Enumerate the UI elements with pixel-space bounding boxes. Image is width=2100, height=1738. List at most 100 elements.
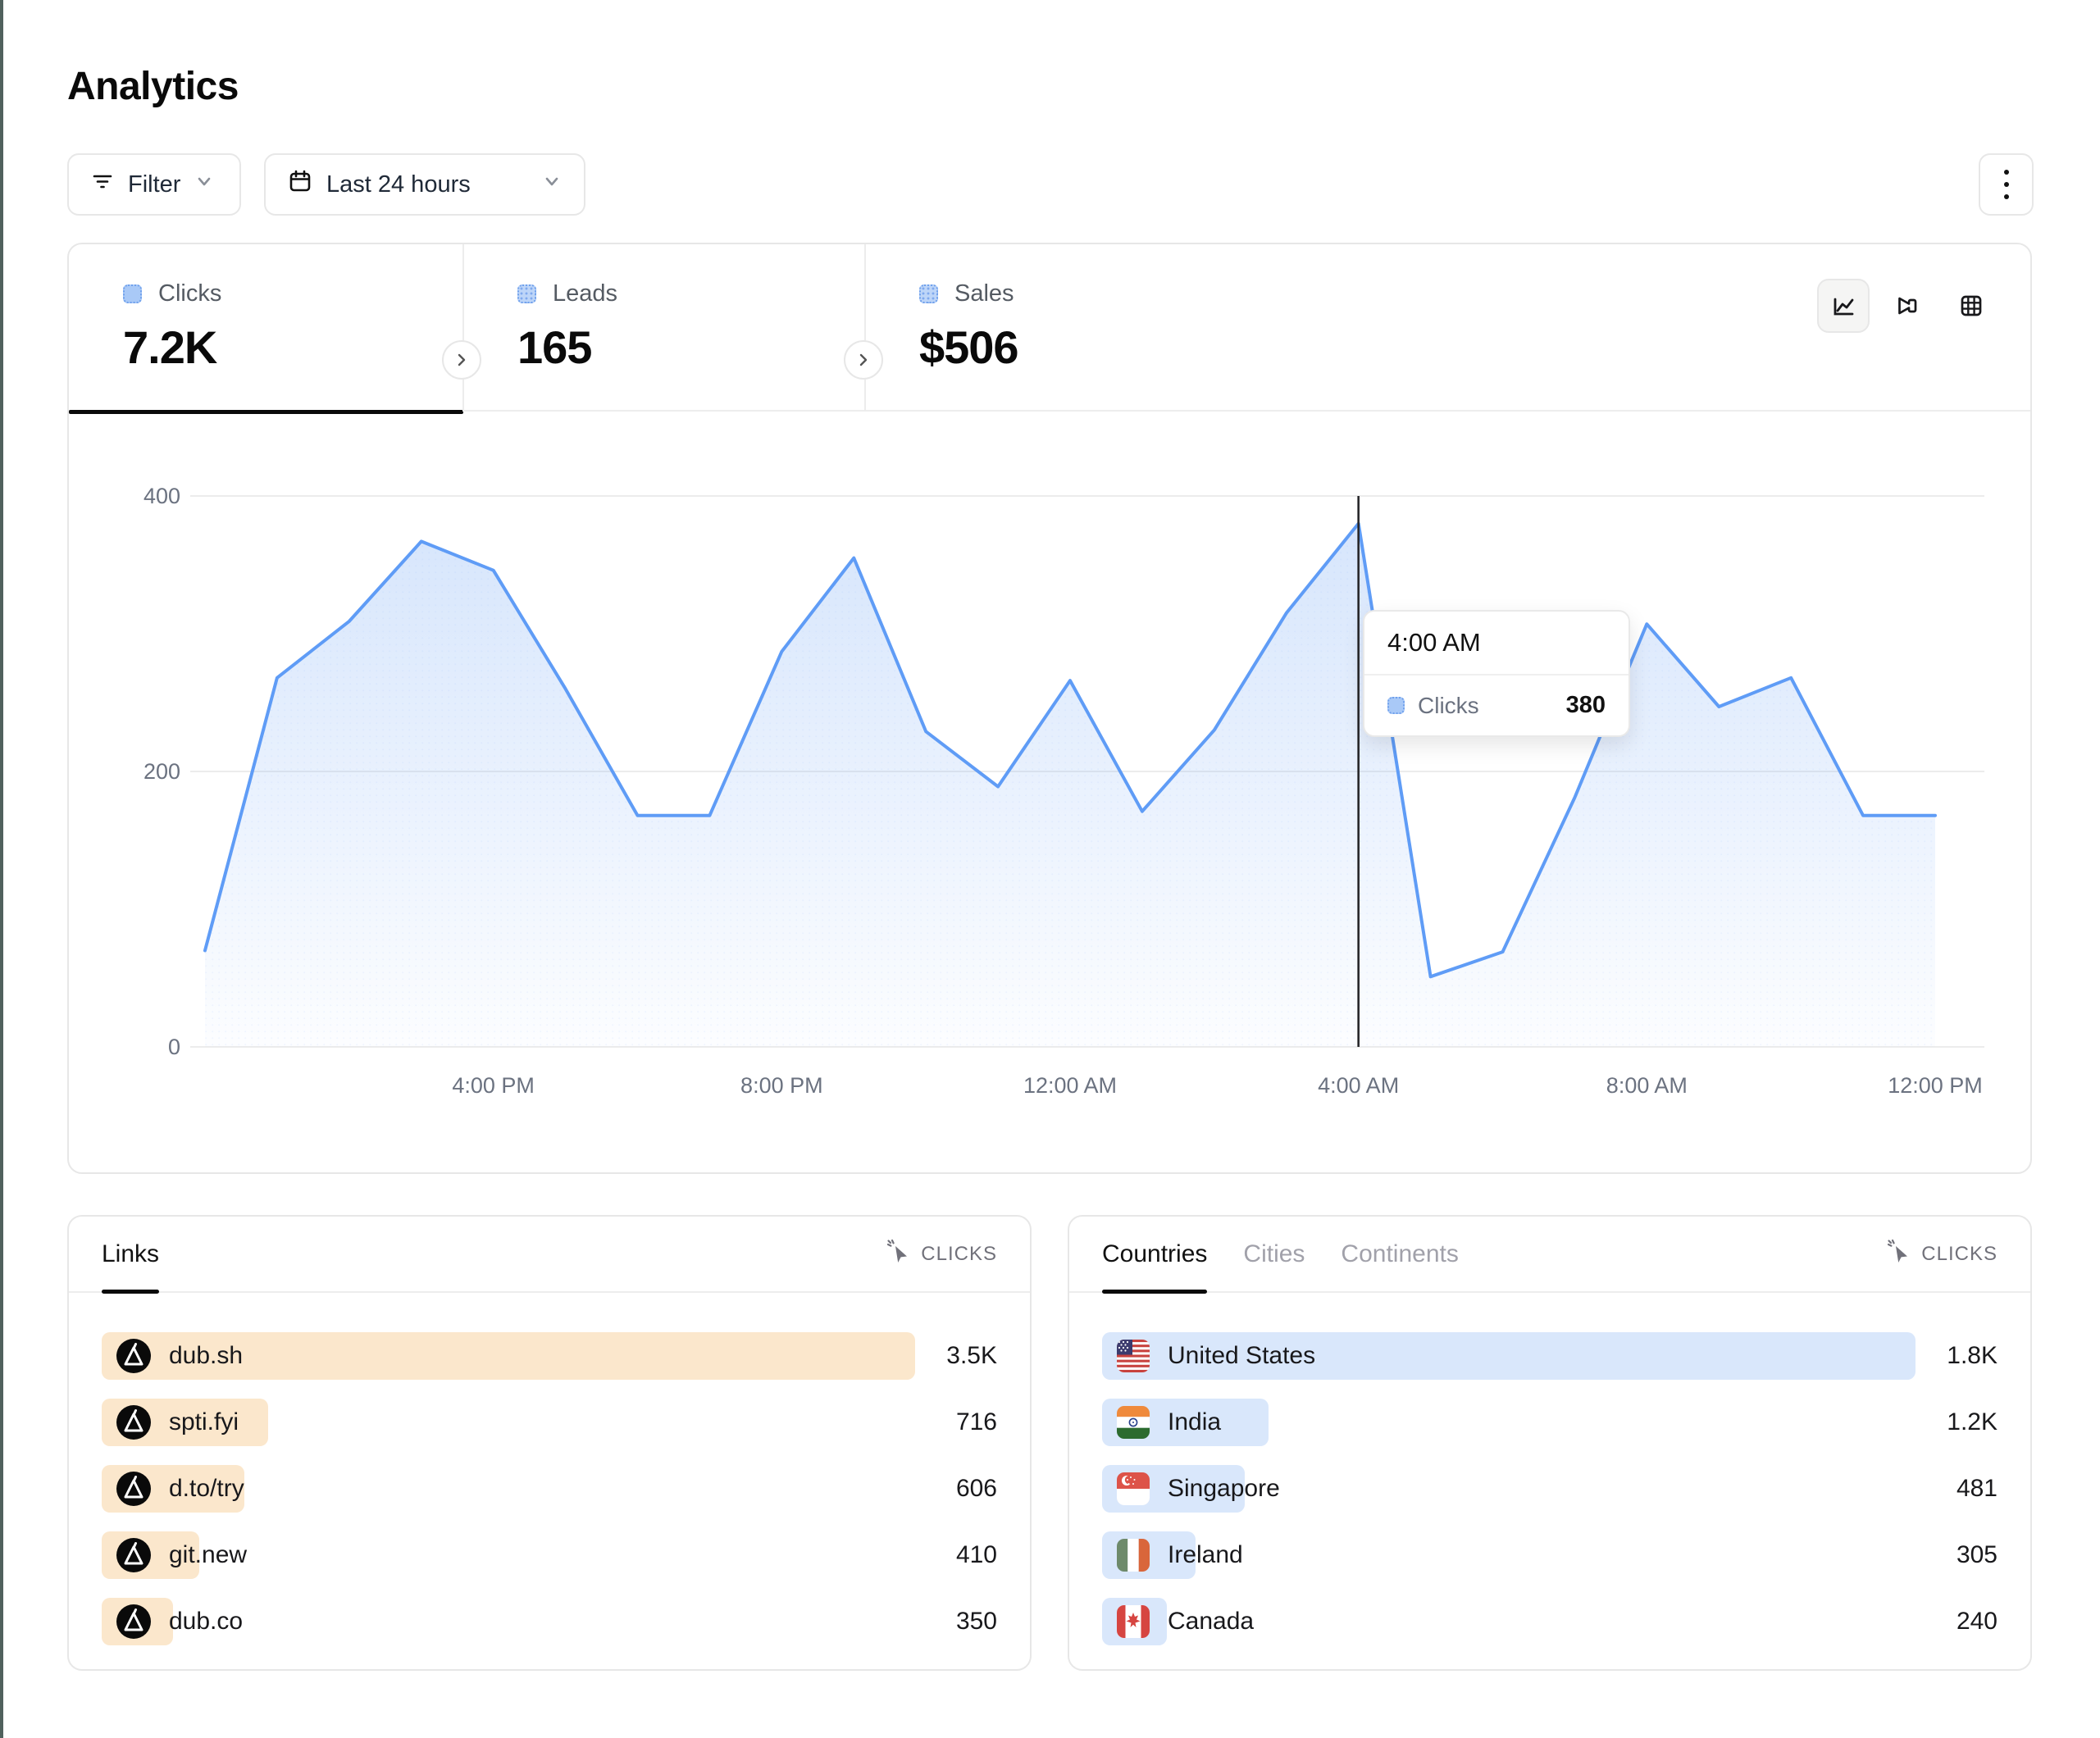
filter-button-label: Filter [128, 171, 181, 198]
table-row[interactable]: Ireland 305 [1102, 1531, 1998, 1579]
click-cursor-icon [1885, 1237, 1913, 1271]
metric-tabs-row: Clicks 7.2K Leads 165 Sales $506 [69, 244, 2030, 414]
filter-button[interactable]: Filter [67, 153, 241, 216]
metric-tab-leads[interactable]: Leads 165 [463, 244, 864, 412]
flag-icon-sg [1117, 1472, 1150, 1505]
tab-links[interactable]: Links [102, 1217, 160, 1294]
row-label: d.to/try [169, 1475, 244, 1502]
date-range-button[interactable]: Last 24 hours [264, 153, 585, 216]
metric-value: $506 [919, 321, 1019, 373]
table-row[interactable]: spti.fyi 716 [102, 1399, 997, 1446]
row-label: git.new [169, 1541, 248, 1568]
y-axis-tick: 0 [168, 1035, 180, 1059]
row-label: dub.sh [169, 1342, 244, 1369]
expand-sales-chevron-button[interactable] [844, 340, 883, 380]
page-title: Analytics [67, 65, 239, 108]
row-label: Ireland [1168, 1541, 1243, 1568]
tooltip-divider [1364, 674, 1629, 676]
clicks-area-chart[interactable]: 0 200 400 4:00 PM 8:00 PM 12:00 AM 4:00 AM 8:00… [67, 480, 2032, 1127]
row-value: 481 [1956, 1475, 1998, 1502]
table-row[interactable]: United States 1.8K [1102, 1332, 1998, 1380]
row-label: Singapore [1168, 1475, 1280, 1502]
row-value: 240 [1956, 1608, 1998, 1635]
flag-icon-us [1117, 1340, 1150, 1372]
table-view-button[interactable] [1945, 279, 1998, 333]
tooltip-time: 4:00 AM [1387, 628, 1481, 657]
table-row[interactable]: dub.sh 3.5K [102, 1332, 997, 1380]
row-value: 350 [955, 1608, 997, 1635]
table-row[interactable]: git.new 410 [102, 1531, 997, 1579]
chart-tooltip: 4:00 AM Clicks 380 [1363, 610, 1630, 737]
row-value: 1.2K [1947, 1408, 1998, 1435]
table-row[interactable]: d.to/try 606 [102, 1465, 997, 1513]
clicks-legend-swatch [123, 284, 142, 303]
link-logo-icon [116, 1405, 151, 1440]
x-axis-tick: 12:00 AM [1023, 1073, 1117, 1098]
flag-icon-in [1117, 1406, 1150, 1439]
countries-metric-column[interactable]: CLICKS [1885, 1237, 1998, 1271]
countries-metric-label: CLICKS [1921, 1242, 1998, 1265]
row-bar [102, 1332, 915, 1380]
row-label: India [1168, 1408, 1222, 1435]
table-row[interactable]: Canada 240 [1102, 1598, 1998, 1645]
link-logo-icon [116, 1604, 151, 1639]
chevron-down-icon [541, 171, 563, 198]
filter-icon [90, 169, 115, 200]
more-options-button[interactable] [1979, 153, 2034, 216]
row-label: spti.fyi [169, 1408, 239, 1435]
link-logo-icon [116, 1538, 151, 1572]
tab-continents[interactable]: Continents [1341, 1240, 1459, 1267]
links-panel-header: Links CLICKS [69, 1217, 1030, 1294]
clicks-legend-swatch [1387, 697, 1405, 714]
chart-type-switcher [1817, 279, 1998, 333]
links-metric-label: CLICKS [921, 1242, 997, 1265]
links-metric-column[interactable]: CLICKS [885, 1237, 997, 1271]
links-panel: Links CLICKS dub.sh 3.5K spti.fyi 716 d.to/t… [67, 1215, 1032, 1671]
tab-divider [864, 244, 866, 412]
tab-countries[interactable]: Countries [1102, 1217, 1208, 1294]
row-value: 410 [955, 1541, 997, 1568]
x-axis-tick: 8:00 AM [1606, 1073, 1688, 1098]
kebab-menu-icon [2003, 170, 2009, 199]
metric-label: Sales [954, 280, 1014, 307]
expand-leads-chevron-button[interactable] [442, 340, 481, 380]
table-row[interactable]: Singapore 481 [1102, 1465, 1998, 1513]
chevron-down-icon [194, 171, 215, 198]
left-accent-edge [0, 0, 3, 1738]
row-value: 1.8K [1947, 1342, 1998, 1369]
funnel-chart-view-button[interactable] [1881, 279, 1934, 333]
countries-panel: Countries Cities Continents CLICKS United … [1068, 1215, 2032, 1671]
link-logo-icon [116, 1339, 151, 1373]
row-value: 606 [955, 1475, 997, 1502]
metric-tab-sales[interactable]: Sales $506 [865, 244, 1291, 412]
x-axis-tick: 4:00 PM [452, 1073, 535, 1098]
x-axis-tick: 12:00 PM [1888, 1073, 1983, 1098]
table-row[interactable]: India 1.2K [1102, 1399, 1998, 1446]
click-cursor-icon [885, 1237, 913, 1271]
flag-icon-ca [1117, 1605, 1150, 1638]
metric-value: 165 [517, 321, 592, 373]
row-label: dub.co [169, 1608, 244, 1635]
leads-legend-swatch [517, 284, 536, 303]
sales-legend-swatch [919, 284, 938, 303]
line-chart-view-button[interactable] [1817, 279, 1870, 333]
table-row[interactable]: dub.co 350 [102, 1598, 997, 1645]
x-axis-tick: 8:00 PM [740, 1073, 823, 1098]
metric-value: 7.2K [123, 321, 217, 373]
y-axis-tick: 200 [143, 759, 180, 784]
row-value: 3.5K [946, 1342, 997, 1369]
row-label: United States [1168, 1342, 1316, 1369]
row-label: Canada [1168, 1608, 1255, 1635]
tooltip-value: 380 [1565, 692, 1606, 718]
tab-divider [462, 244, 464, 412]
flag-icon-ie [1117, 1539, 1150, 1572]
link-logo-icon [116, 1472, 151, 1506]
tooltip-series-label: Clicks [1418, 692, 1479, 718]
countries-panel-header: Countries Cities Continents CLICKS [1069, 1217, 2030, 1294]
row-value: 305 [1956, 1541, 1998, 1568]
date-range-label: Last 24 hours [326, 171, 471, 198]
metric-label: Clicks [158, 280, 222, 307]
metric-label: Leads [553, 280, 618, 307]
tab-cities[interactable]: Cities [1243, 1240, 1305, 1267]
metric-tab-clicks[interactable]: Clicks 7.2K [69, 244, 463, 414]
